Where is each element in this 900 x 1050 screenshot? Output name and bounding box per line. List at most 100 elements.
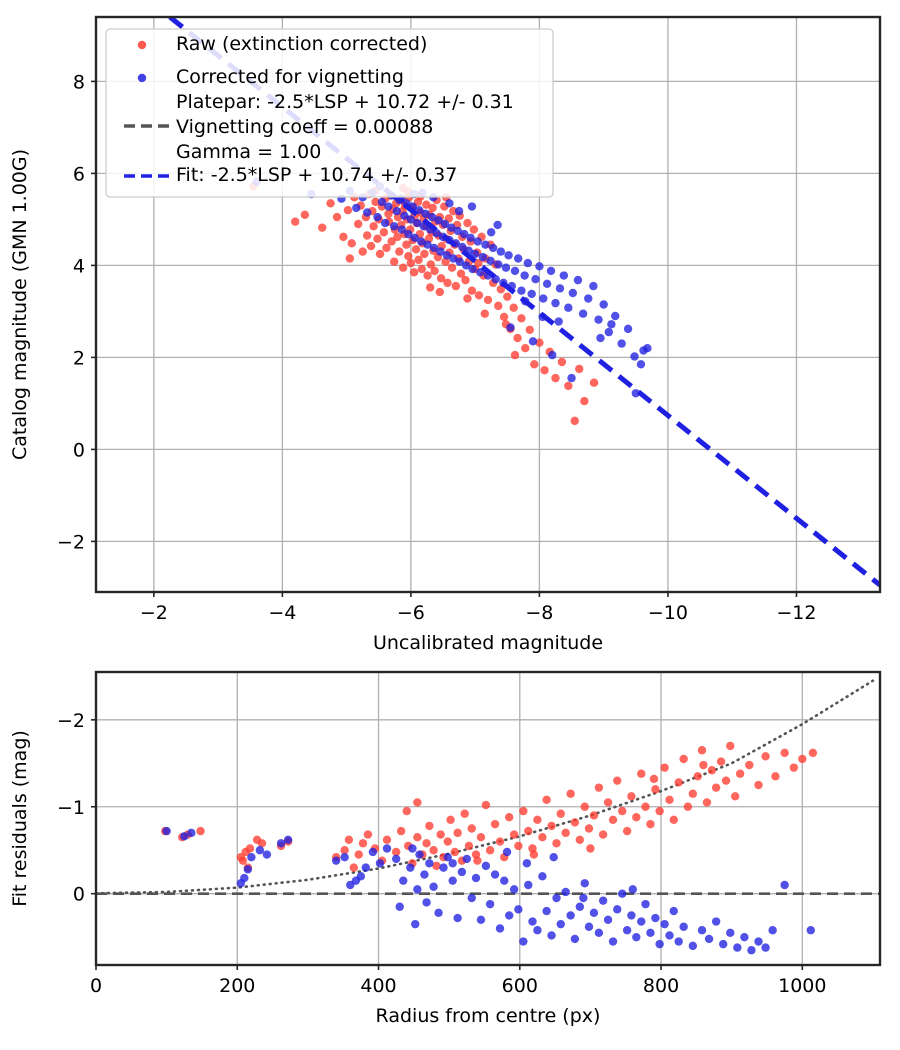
magnitude-calibration-panel: −2 −4 −6 −8 −10 −12 −2 0 2 4 6 8 Uncalibrated magnit… bbox=[9, 15, 882, 654]
data-point bbox=[463, 218, 472, 228]
data-point bbox=[436, 274, 446, 283]
data-point bbox=[413, 798, 422, 807]
data-point bbox=[501, 263, 511, 272]
data-point bbox=[404, 252, 413, 261]
x-tick-label: −8 bbox=[525, 602, 553, 624]
data-point bbox=[443, 852, 452, 862]
data-point bbox=[344, 835, 354, 844]
fit-residuals-panel: 0 200 400 600 800 1000 0 −1 −2 Radius from centre… bbox=[9, 670, 882, 1027]
data-point bbox=[539, 294, 548, 303]
data-point bbox=[599, 300, 608, 309]
data-point bbox=[780, 748, 789, 758]
data-point bbox=[466, 233, 475, 242]
data-point bbox=[443, 837, 452, 846]
data-point bbox=[352, 203, 361, 213]
data-point bbox=[353, 219, 363, 229]
data-point bbox=[420, 249, 429, 259]
data-point bbox=[547, 931, 556, 940]
data-point bbox=[530, 360, 539, 369]
data-point bbox=[395, 902, 404, 911]
data-point bbox=[469, 225, 479, 234]
data-point bbox=[416, 237, 426, 246]
data-point bbox=[594, 315, 603, 324]
x-tick-label: −2 bbox=[140, 602, 168, 624]
x-tick-label: −4 bbox=[268, 602, 296, 624]
data-point bbox=[393, 232, 402, 242]
data-point bbox=[180, 832, 189, 841]
data-point bbox=[533, 815, 542, 824]
legend-entry: Corrected for vignetting bbox=[137, 66, 404, 88]
data-point bbox=[622, 826, 632, 836]
data-point bbox=[340, 852, 349, 862]
data-point bbox=[529, 850, 539, 859]
data-point bbox=[464, 841, 474, 851]
data-point bbox=[257, 839, 267, 848]
data-point bbox=[623, 324, 633, 334]
data-point bbox=[522, 859, 532, 868]
x-axis-label: Radius from centre (px) bbox=[376, 1005, 601, 1027]
data-point bbox=[476, 832, 486, 842]
data-point bbox=[384, 202, 393, 211]
data-point bbox=[570, 416, 579, 426]
data-point bbox=[387, 237, 396, 246]
data-point bbox=[456, 269, 466, 278]
vignetting-model-curve bbox=[96, 679, 875, 895]
data-point bbox=[496, 247, 506, 256]
data-point bbox=[575, 835, 585, 844]
data-point bbox=[552, 893, 561, 903]
data-point bbox=[396, 826, 406, 836]
data-point bbox=[494, 260, 503, 269]
data-point bbox=[514, 254, 523, 263]
data-point bbox=[463, 294, 472, 303]
axes-frame bbox=[94, 15, 882, 594]
data-point bbox=[580, 802, 589, 811]
series-raw bbox=[249, 182, 599, 426]
data-point bbox=[402, 806, 411, 816]
data-point bbox=[655, 939, 664, 949]
data-point bbox=[399, 876, 408, 885]
data-point bbox=[578, 309, 588, 318]
data-point bbox=[434, 908, 443, 918]
data-point bbox=[362, 208, 372, 217]
data-point bbox=[470, 249, 480, 259]
data-point bbox=[349, 863, 358, 872]
data-point bbox=[447, 263, 457, 272]
data-layer bbox=[96, 679, 880, 955]
data-point bbox=[726, 741, 735, 751]
data-point bbox=[570, 818, 580, 827]
legend-box bbox=[105, 28, 554, 198]
data-point bbox=[721, 776, 731, 785]
data-point bbox=[567, 373, 576, 383]
data-point bbox=[519, 937, 528, 946]
data-point bbox=[768, 926, 777, 935]
data-point bbox=[354, 850, 363, 859]
data-point bbox=[535, 338, 544, 347]
data-point bbox=[573, 275, 583, 285]
data-point bbox=[596, 333, 605, 343]
data-point bbox=[413, 885, 422, 894]
data-point bbox=[318, 223, 327, 232]
axes-frame bbox=[94, 670, 882, 967]
data-point bbox=[632, 932, 641, 942]
data-point bbox=[445, 199, 454, 208]
data-point bbox=[607, 320, 616, 329]
data-point bbox=[426, 260, 436, 269]
data-point bbox=[509, 885, 519, 894]
data-point bbox=[467, 893, 476, 903]
data-point bbox=[331, 856, 341, 865]
data-point bbox=[580, 396, 589, 406]
data-point bbox=[630, 352, 639, 361]
data-point bbox=[493, 220, 502, 230]
data-point bbox=[436, 830, 445, 839]
data-point bbox=[589, 378, 599, 387]
data-point bbox=[566, 789, 575, 798]
data-point bbox=[798, 754, 807, 764]
data-point bbox=[603, 915, 613, 924]
data-point bbox=[611, 311, 620, 321]
data-point bbox=[187, 828, 196, 838]
data-point bbox=[556, 809, 565, 818]
legend-entry: Fit: -2.5*LSP + 10.74 +/- 0.37 bbox=[124, 164, 457, 186]
data-point bbox=[429, 882, 438, 891]
data-point bbox=[580, 879, 589, 888]
data-point bbox=[422, 200, 431, 209]
